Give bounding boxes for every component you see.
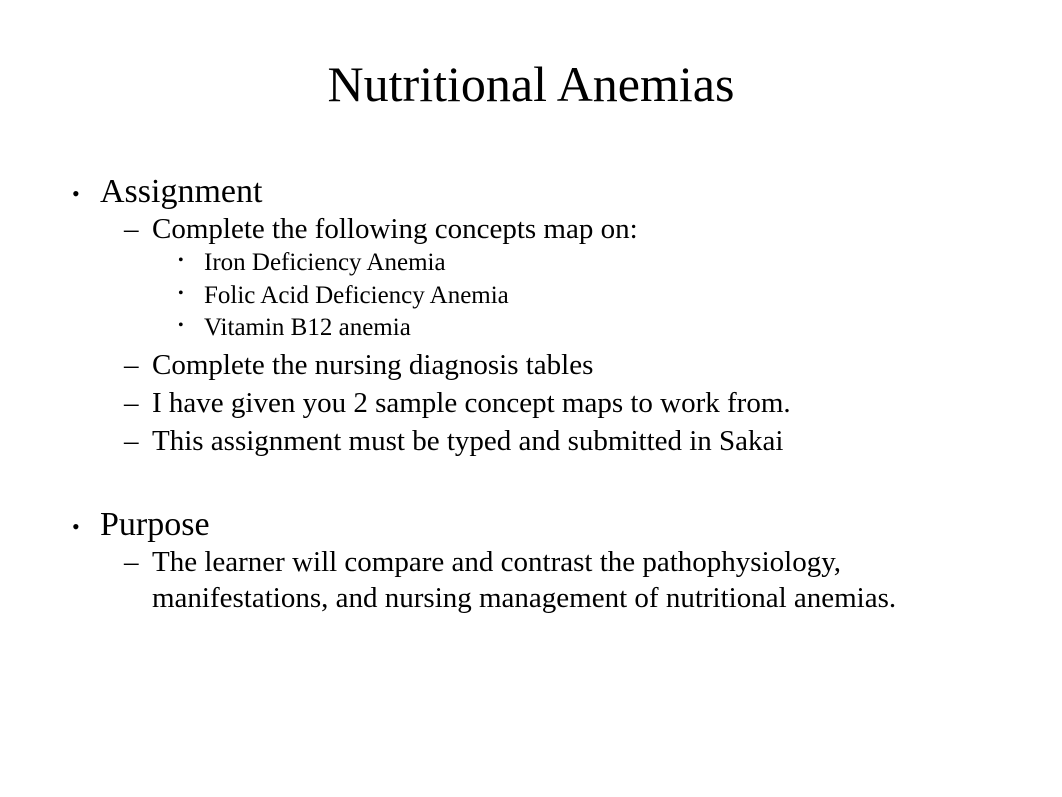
purpose-heading: Purpose bbox=[100, 506, 210, 543]
slide-title: Nutritional Anemias bbox=[75, 55, 987, 113]
samples-item: I have given you 2 sample concept maps t… bbox=[152, 385, 987, 421]
learner-item: The learner will compare and contrast th… bbox=[152, 544, 987, 617]
iron-item: Iron Deficiency Anemia bbox=[204, 247, 987, 280]
main-list: Assignment Complete the following concep… bbox=[100, 173, 987, 616]
slide-content: Assignment Complete the following concep… bbox=[75, 173, 987, 616]
b12-item: Vitamin B12 anemia bbox=[204, 312, 987, 345]
concepts-map-item: Complete the following concepts map on: … bbox=[152, 211, 987, 345]
spacer bbox=[100, 464, 987, 502]
assignment-list: Complete the following concepts map on: … bbox=[100, 211, 987, 460]
purpose-section: Purpose The learner will compare and con… bbox=[100, 506, 987, 617]
folic-item: Folic Acid Deficiency Anemia bbox=[204, 280, 987, 313]
assignment-section: Assignment Complete the following concep… bbox=[100, 173, 987, 460]
tables-item: Complete the nursing diagnosis tables bbox=[152, 347, 987, 383]
concepts-sublist: Iron Deficiency Anemia Folic Acid Defici… bbox=[152, 247, 987, 345]
purpose-list: The learner will compare and contrast th… bbox=[100, 544, 987, 617]
submit-item: This assignment must be typed and submit… bbox=[152, 423, 987, 459]
concepts-map-text: Complete the following concepts map on: bbox=[152, 213, 638, 245]
assignment-heading: Assignment bbox=[100, 173, 262, 210]
